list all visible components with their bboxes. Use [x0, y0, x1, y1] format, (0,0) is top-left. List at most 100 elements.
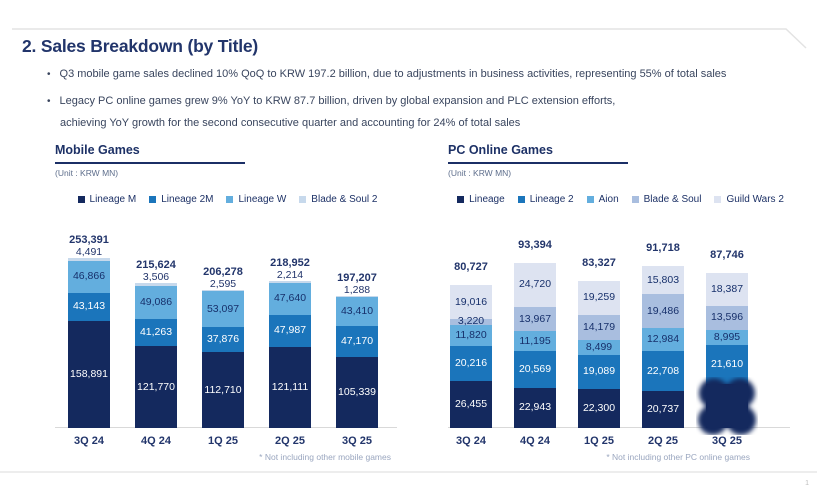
bar-segment: 47,640: [269, 282, 311, 315]
legend-label: Lineage: [469, 194, 505, 205]
bar-segment: 20,216: [450, 345, 492, 382]
bar-segment-label: 47,987: [273, 324, 307, 337]
legend-swatch-icon: [631, 196, 639, 203]
bar-total-label: 91,718: [646, 242, 680, 255]
bar-group: 218,952 2,214 47,640 47,987 121,111: [269, 257, 311, 428]
bar-segment: 20,737: [642, 391, 684, 428]
bar-segment-label: 20,737: [646, 403, 680, 416]
bar-segment-label: 20,216: [454, 356, 488, 369]
legend-label: Lineage 2: [529, 194, 574, 205]
bar-segment-label: 46,866: [72, 270, 106, 283]
bars-area: 253,391 4,491 46,866 43,143 158,891 215,624 3,…: [55, 209, 400, 428]
redaction-scribble: [698, 377, 756, 435]
bar-total-label: 93,394: [518, 239, 552, 252]
bar-segment-label: 105,339: [338, 386, 376, 399]
bar-segment-label: 12,984: [646, 333, 680, 346]
legend-item: Blade & Soul 2: [299, 194, 377, 205]
bar-total-label: 197,207: [337, 271, 377, 284]
bar-segment: 43,143: [68, 292, 110, 322]
bar-group: 215,624 3,506 49,086 41,263 121,770: [135, 259, 177, 428]
bar-segment: 3,220: [450, 315, 492, 328]
bar-segment: 14,179: [578, 314, 620, 340]
x-axis-label: 2Q 25: [648, 435, 678, 447]
x-axis-label: 1Q 25: [208, 435, 238, 447]
bar-segment-label: 14,179: [582, 320, 616, 333]
bar-segment: 43,410: [336, 296, 378, 326]
bar-segment-label: 15,803: [646, 273, 680, 286]
legend-item: Lineage W: [226, 194, 286, 205]
legend-swatch-icon: [714, 196, 722, 203]
bar-group: 83,327 19,259 14,179 8,499 19,089 22,300: [578, 257, 620, 428]
x-axis-label: 3Q 24: [456, 435, 486, 447]
bullet-list: • Q3 mobile game sales declined 10% QoQ …: [47, 68, 787, 130]
bar-segment-label: 19,089: [582, 365, 616, 378]
bar-segment-label: 22,943: [518, 401, 552, 414]
legend-label: Lineage W: [238, 194, 287, 205]
bar-segment: 24,720: [514, 263, 556, 307]
bar-segment: 53,097: [202, 291, 244, 328]
bar-segment-label: 4,491: [75, 246, 103, 259]
bar-segment: [698, 377, 756, 435]
bar-segment-label: 13,596: [710, 311, 744, 324]
bar-group: 206,278 2,595 53,097 37,876 112,710: [202, 266, 244, 428]
chart-plot: 80,727 19,016 3,220 11,820 20,216 26,455 93,39…: [448, 209, 793, 435]
bar-segment: 13,596: [706, 305, 748, 330]
bar-total-label: 218,952: [270, 257, 310, 270]
bar-segment: 19,486: [642, 294, 684, 329]
legend-item: Aion: [586, 194, 619, 205]
bar-segment-label: 37,876: [206, 333, 240, 346]
section-title: PC Online Games: [448, 143, 628, 164]
bar-segment: 13,967: [514, 306, 556, 332]
bar-segment-label: 19,016: [454, 295, 488, 308]
bar-segment: 19,089: [578, 354, 620, 389]
bar-segment: 11,195: [514, 331, 556, 352]
legend-item: Blade & Soul: [631, 194, 701, 205]
bar-total-label: 253,391: [69, 234, 109, 247]
bar-segment-label: 3,220: [457, 315, 485, 328]
bar-total-label: 83,327: [582, 256, 616, 269]
bar-segment-label: 22,708: [646, 364, 680, 377]
x-axis-labels: 3Q 24 4Q 24 1Q 25 2Q 25 3Q 25: [448, 435, 793, 447]
x-axis-label: 2Q 25: [275, 435, 305, 447]
legend-item: Guild Wars 2: [714, 194, 784, 205]
bar-segment: 22,943: [514, 387, 556, 428]
x-axis-label: 4Q 24: [520, 435, 550, 447]
legend-label: Lineage M: [89, 194, 137, 205]
bar-segment: 22,708: [642, 351, 684, 392]
bar-group: 87,746 18,387 13,596 8,995 21,610: [698, 249, 756, 435]
bar-segment: 49,086: [135, 285, 177, 319]
bar-segment-label: 43,143: [72, 300, 106, 313]
chart-section-mobile-games: Mobile Games (Unit : KRW MN) Lineage M Li…: [55, 143, 400, 462]
x-axis-labels: 3Q 24 4Q 24 1Q 25 2Q 25 3Q 25: [55, 435, 400, 447]
bar-segment-label: 158,891: [70, 368, 108, 381]
legend-label: Lineage 2M: [161, 194, 214, 205]
chart-footnote: * Not including other PC online games: [606, 452, 750, 462]
legend-swatch-icon: [517, 196, 525, 203]
bar-segment: 11,820: [450, 324, 492, 346]
x-axis-label: 3Q 24: [74, 435, 104, 447]
bar-segment: 19,259: [578, 280, 620, 315]
bar-segment: 8,499: [578, 339, 620, 355]
bullet-text: Q3 mobile game sales declined 10% QoQ to…: [59, 68, 727, 80]
bar-total-label: 215,624: [136, 259, 176, 272]
bar-segment-label: 3,506: [142, 271, 170, 284]
legend-item: Lineage M: [77, 194, 137, 205]
bar-total-label: 87,746: [710, 249, 744, 262]
bar-group: 91,718 15,803 19,486 12,984 22,708 20,737: [642, 242, 684, 428]
header-accent-line: [12, 28, 807, 49]
legend-label: Aion: [598, 194, 619, 205]
bar-group: 80,727 19,016 3,220 11,820 20,216 26,455: [450, 261, 492, 428]
bar-segment: 158,891: [68, 321, 110, 428]
bullet-item: • Legacy PC online games grew 9% YoY to …: [47, 95, 787, 108]
legend-swatch-icon: [77, 196, 85, 203]
bar-segment-label: 43,410: [340, 304, 374, 317]
bar-total-label: 80,727: [454, 261, 488, 274]
bar-segment-label: 22,300: [582, 401, 616, 414]
bar-segment-label: 112,710: [204, 383, 242, 396]
bar-segment-label: 20,569: [518, 362, 552, 375]
bar-segment: 41,263: [135, 318, 177, 347]
chart-section-pc-online-games: PC Online Games (Unit : KRW MN) Lineage L…: [448, 143, 793, 462]
bar-segment: 46,866: [68, 261, 110, 293]
bar-segment-label: 121,770: [137, 380, 175, 393]
bar-segment: 1,288: [336, 284, 378, 297]
